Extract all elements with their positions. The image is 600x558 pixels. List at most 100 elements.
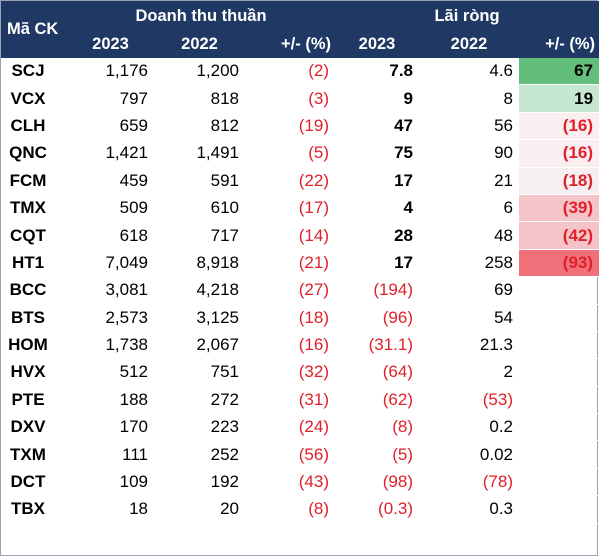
net-profit-change-cell: (18) xyxy=(519,167,600,195)
net-profit-2022-cell: 90 xyxy=(419,139,519,168)
ticker-cell: PTE xyxy=(1,386,67,415)
revenue-2023-cell: 512 xyxy=(67,358,154,387)
revenue-2023-cell: 1,738 xyxy=(67,331,154,360)
revenue-2023-cell: 797 xyxy=(67,84,154,113)
ticker-cell: QNC xyxy=(1,139,67,168)
net-profit-2023-cell: 9 xyxy=(335,84,419,113)
net-profit-2023-cell: (98) xyxy=(335,468,419,497)
table-row: DCT 109 192 (43) (98) (78) xyxy=(1,468,600,497)
revenue-2023-cell: 111 xyxy=(67,440,154,469)
revenue-change-cell: (14) xyxy=(245,221,335,250)
net-profit-change-cell xyxy=(519,358,600,387)
net-profit-2023-cell: 47 xyxy=(335,112,419,141)
revenue-change-cell: (31) xyxy=(245,386,335,415)
net-profit-change-cell xyxy=(519,495,600,524)
net-profit-2022-cell: 0.3 xyxy=(419,495,519,524)
net-profit-change-cell xyxy=(519,440,600,469)
revenue-2022-cell: 717 xyxy=(154,221,245,250)
ticker-cell: TMX xyxy=(1,194,67,223)
revenue-2023-cell: 109 xyxy=(67,468,154,497)
net-profit-2022-cell: (78) xyxy=(419,468,519,497)
net-profit-2023-cell: (8) xyxy=(335,413,419,442)
ticker-cell: CQT xyxy=(1,221,67,250)
ticker-cell: VCX xyxy=(1,84,67,113)
revenue-2022-cell: 2,067 xyxy=(154,331,245,360)
revenue-group-header: Doanh thu thuần xyxy=(67,1,335,31)
revenue-2022-cell: 818 xyxy=(154,84,245,113)
net-profit-2022-cell: 21.3 xyxy=(419,331,519,360)
net-profit-change-cell: (42) xyxy=(519,221,600,250)
revenue-2022-cell: 3,125 xyxy=(154,304,245,332)
table-row: PTE 188 272 (31) (62) (53) xyxy=(1,386,600,415)
table-row: FCM 459 591 (22) 17 21 (18) xyxy=(1,167,600,195)
revenue-change-cell: (32) xyxy=(245,358,335,387)
ticker-cell: BTS xyxy=(1,304,67,332)
revenue-2022-cell: 751 xyxy=(154,358,245,387)
net-profit-2023-cell: (194) xyxy=(335,276,419,305)
revenue-2022-cell: 252 xyxy=(154,440,245,469)
revenue-2022-cell: 8,918 xyxy=(154,249,245,278)
revenue-change-cell: (43) xyxy=(245,468,335,497)
net-profit-2023-cell: (96) xyxy=(335,304,419,332)
revenue-change-cell: (27) xyxy=(245,276,335,305)
ticker-cell: CLH xyxy=(1,112,67,141)
revenue-2023-cell: 659 xyxy=(67,112,154,141)
revenue-2022-cell: 272 xyxy=(154,386,245,415)
net-profit-2023-cell: 17 xyxy=(335,249,419,278)
revenue-2022-cell: 610 xyxy=(154,194,245,223)
table-row: BCC 3,081 4,218 (27) (194) 69 xyxy=(1,276,600,305)
revenue-2022-cell: 591 xyxy=(154,167,245,195)
revenue-2023-cell: 2,573 xyxy=(67,304,154,332)
revenue-change-cell: (8) xyxy=(245,495,335,524)
net-profit-2023-cell: 28 xyxy=(335,221,419,250)
table-row: VCX 797 818 (3) 9 8 19 xyxy=(1,84,600,113)
net-profit-group-header: Lãi ròng xyxy=(335,1,600,31)
net-profit-change-cell: (93) xyxy=(519,249,600,278)
net-profit-2023-cell: (62) xyxy=(335,386,419,415)
net-profit-2022-header: 2022 xyxy=(419,31,519,58)
revenue-2022-cell: 1,200 xyxy=(154,58,245,86)
revenue-change-cell: (2) xyxy=(245,58,335,86)
net-profit-2022-cell: 8 xyxy=(419,84,519,113)
net-profit-2023-header: 2023 xyxy=(335,31,419,58)
ticker-column-header: Mã CK xyxy=(1,1,67,58)
revenue-2022-cell: 20 xyxy=(154,495,245,524)
net-profit-2022-cell: 69 xyxy=(419,276,519,305)
net-profit-change-cell xyxy=(519,386,600,415)
ticker-cell: TXM xyxy=(1,440,67,469)
net-profit-2023-cell: 75 xyxy=(335,139,419,168)
net-profit-2022-cell: 54 xyxy=(419,304,519,332)
revenue-2023-header: 2023 xyxy=(67,31,154,58)
revenue-change-cell: (16) xyxy=(245,331,335,360)
ticker-cell: TBX xyxy=(1,495,67,524)
revenue-change-cell: (3) xyxy=(245,84,335,113)
revenue-2023-cell: 170 xyxy=(67,413,154,442)
net-profit-2022-cell: 48 xyxy=(419,221,519,250)
net-profit-2023-cell: 7.8 xyxy=(335,58,419,86)
revenue-2022-cell: 4,218 xyxy=(154,276,245,305)
revenue-2022-cell: 223 xyxy=(154,413,245,442)
net-profit-change-header: +/- (%) xyxy=(519,31,600,58)
net-profit-2022-cell: 258 xyxy=(419,249,519,278)
net-profit-change-cell xyxy=(519,468,600,497)
ticker-cell: SCJ xyxy=(1,58,67,86)
table-row: CQT 618 717 (14) 28 48 (42) xyxy=(1,221,600,250)
revenue-change-cell: (17) xyxy=(245,194,335,223)
table-row: HVX 512 751 (32) (64) 2 xyxy=(1,358,600,387)
net-profit-change-cell xyxy=(519,276,600,305)
revenue-change-cell: (18) xyxy=(245,304,335,332)
revenue-2022-cell: 192 xyxy=(154,468,245,497)
net-profit-2022-cell: (53) xyxy=(419,386,519,415)
ticker-cell: FCM xyxy=(1,167,67,195)
revenue-change-cell: (22) xyxy=(245,167,335,195)
net-profit-2023-cell: (64) xyxy=(335,358,419,387)
table-row: TBX 18 20 (8) (0.3) 0.3 xyxy=(1,495,600,524)
net-profit-2022-cell: 0.2 xyxy=(419,413,519,442)
revenue-2023-cell: 3,081 xyxy=(67,276,154,305)
ticker-cell: HT1 xyxy=(1,249,67,278)
net-profit-2023-cell: 4 xyxy=(335,194,419,223)
table-row: HOM 1,738 2,067 (16) (31.1) 21.3 xyxy=(1,331,600,360)
table-row: TXM 111 252 (56) (5) 0.02 xyxy=(1,440,600,469)
net-profit-2022-cell: 6 xyxy=(419,194,519,223)
